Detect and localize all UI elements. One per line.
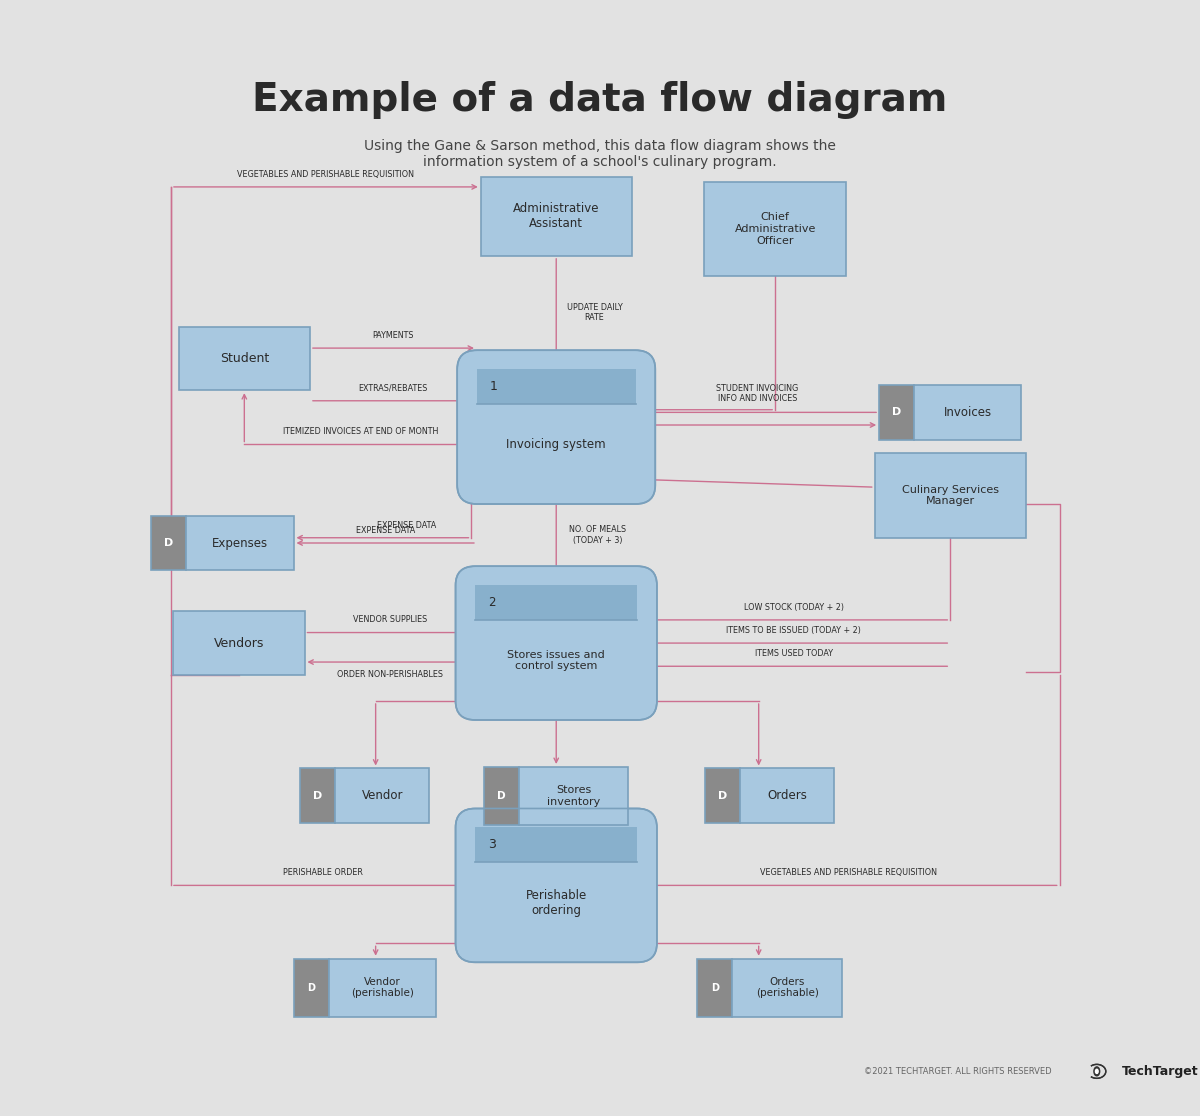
Text: VEGETABLES AND PERISHABLE REQUISITION: VEGETABLES AND PERISHABLE REQUISITION xyxy=(238,170,414,179)
Bar xyxy=(914,385,1021,440)
Text: D: D xyxy=(307,982,316,992)
Text: ITEMS USED TODAY: ITEMS USED TODAY xyxy=(755,650,833,658)
FancyBboxPatch shape xyxy=(456,566,656,720)
FancyBboxPatch shape xyxy=(456,808,656,962)
Text: D: D xyxy=(313,791,323,801)
Bar xyxy=(300,769,335,824)
Bar xyxy=(875,453,1026,538)
Text: NO. OF MEALS
(TODAY + 3): NO. OF MEALS (TODAY + 3) xyxy=(569,526,626,545)
Bar xyxy=(329,959,436,1017)
Text: VENDOR SUPPLIES: VENDOR SUPPLIES xyxy=(353,615,427,625)
Text: Student: Student xyxy=(220,353,269,365)
Text: ORDER NON-PERISHABLES: ORDER NON-PERISHABLES xyxy=(337,671,443,680)
Text: Expenses: Expenses xyxy=(212,537,268,549)
Bar xyxy=(294,959,329,1017)
Text: Perishable
ordering: Perishable ordering xyxy=(526,888,587,916)
Bar xyxy=(481,177,631,256)
Text: LOW STOCK (TODAY + 2): LOW STOCK (TODAY + 2) xyxy=(744,603,844,612)
Bar xyxy=(173,612,305,675)
Bar xyxy=(475,585,637,619)
Bar xyxy=(706,769,740,824)
Text: Vendors: Vendors xyxy=(214,636,264,650)
Text: 3: 3 xyxy=(488,838,497,852)
Text: D: D xyxy=(497,791,506,801)
Text: Invoicing system: Invoicing system xyxy=(506,437,606,451)
Circle shape xyxy=(1094,1067,1099,1076)
Text: PAYMENTS: PAYMENTS xyxy=(373,331,414,340)
Text: Using the Gane & Sarson method, this data flow diagram shows the
information sys: Using the Gane & Sarson method, this dat… xyxy=(364,138,836,170)
Text: ITEMS TO BE ISSUED (TODAY + 2): ITEMS TO BE ISSUED (TODAY + 2) xyxy=(726,626,862,635)
Bar xyxy=(476,369,636,404)
Bar xyxy=(484,767,520,825)
Bar xyxy=(880,385,914,440)
Text: UPDATE DAILY
RATE: UPDATE DAILY RATE xyxy=(566,302,623,323)
Bar xyxy=(740,769,834,824)
Bar xyxy=(704,182,846,277)
Circle shape xyxy=(1096,1069,1098,1074)
Text: ©2021 TECHTARGET. ALL RIGHTS RESERVED: ©2021 TECHTARGET. ALL RIGHTS RESERVED xyxy=(864,1067,1051,1076)
Text: EXPENSE DATA: EXPENSE DATA xyxy=(378,520,437,530)
Text: TechTarget: TechTarget xyxy=(1122,1065,1199,1078)
Text: Stores issues and
control system: Stores issues and control system xyxy=(508,650,605,671)
Text: Vendor: Vendor xyxy=(361,789,403,802)
Text: Administrative
Assistant: Administrative Assistant xyxy=(512,202,600,230)
Text: VEGETABLES AND PERISHABLE REQUISITION: VEGETABLES AND PERISHABLE REQUISITION xyxy=(760,868,937,877)
Text: Orders: Orders xyxy=(767,789,808,802)
Text: PERISHABLE ORDER: PERISHABLE ORDER xyxy=(283,868,364,877)
Text: 2: 2 xyxy=(488,596,496,609)
Bar xyxy=(151,516,186,570)
Text: ITEMIZED INVOICES AT END OF MONTH: ITEMIZED INVOICES AT END OF MONTH xyxy=(283,427,438,436)
Bar xyxy=(179,327,310,391)
Bar xyxy=(732,959,842,1017)
Bar xyxy=(335,769,430,824)
Text: Orders
(perishable): Orders (perishable) xyxy=(756,976,818,999)
Text: EXTRAS/REBATES: EXTRAS/REBATES xyxy=(359,384,428,393)
Bar xyxy=(520,767,629,825)
Text: Chief
Administrative
Officer: Chief Administrative Officer xyxy=(734,212,816,246)
Bar xyxy=(186,516,294,570)
Text: Example of a data flow diagram: Example of a data flow diagram xyxy=(252,81,948,119)
Text: 1: 1 xyxy=(490,381,498,393)
Text: D: D xyxy=(164,538,174,548)
Text: Stores
inventory: Stores inventory xyxy=(547,785,600,807)
Bar xyxy=(697,959,732,1017)
Text: Culinary Services
Manager: Culinary Services Manager xyxy=(901,484,998,507)
Text: Vendor
(perishable): Vendor (perishable) xyxy=(350,976,414,999)
Text: D: D xyxy=(710,982,719,992)
Text: EXPENSE DATA: EXPENSE DATA xyxy=(355,526,415,535)
Text: Invoices: Invoices xyxy=(943,406,991,418)
Text: D: D xyxy=(892,407,901,417)
Text: D: D xyxy=(718,791,727,801)
FancyBboxPatch shape xyxy=(457,350,655,504)
Bar xyxy=(475,827,637,863)
Text: STUDENT INVOICING
INFO AND INVOICES: STUDENT INVOICING INFO AND INVOICES xyxy=(716,384,798,403)
